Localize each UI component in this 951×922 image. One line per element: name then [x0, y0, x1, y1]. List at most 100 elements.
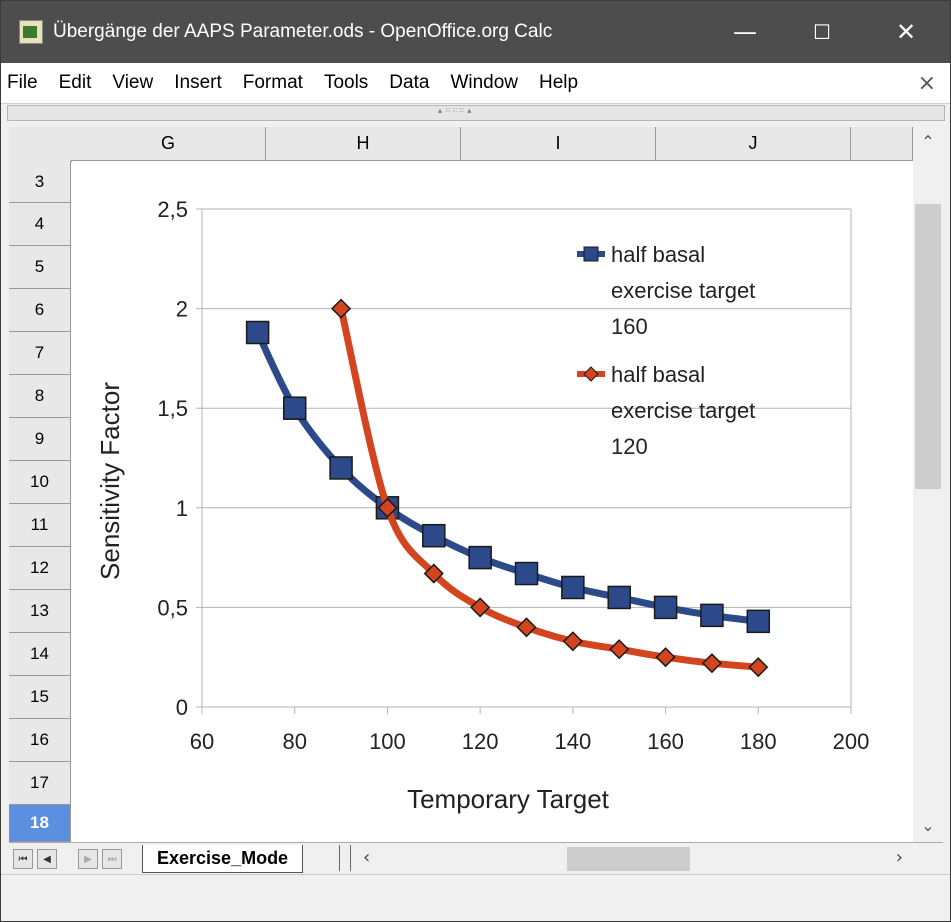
data-point-series-2: [331, 298, 352, 319]
column-header-k[interactable]: [851, 127, 913, 161]
row-header[interactable]: 5: [9, 246, 71, 289]
row-header[interactable]: 4: [9, 203, 71, 246]
data-point-series-2: [701, 653, 722, 674]
row-header[interactable]: 14: [9, 633, 71, 676]
horizontal-scrollbar[interactable]: ‹ ›: [359, 845, 911, 873]
data-point-series-1: [700, 603, 724, 628]
data-point-series-2: [655, 647, 676, 668]
data-point-series-1: [329, 456, 353, 480]
chart-series: [245, 298, 771, 678]
legend-label-2: 120: [611, 434, 648, 459]
y-tick-label: 2: [176, 297, 188, 322]
x-tick-label: 140: [554, 729, 591, 754]
prev-sheet-icon[interactable]: ◀: [37, 849, 57, 869]
scroll-up-icon[interactable]: ⌃: [921, 131, 935, 151]
column-header-g[interactable]: G: [71, 127, 266, 161]
status-bar: [1, 874, 950, 921]
menu-insert[interactable]: Insert: [174, 72, 222, 93]
menu-data[interactable]: Data: [389, 72, 430, 93]
row-header[interactable]: 13: [9, 590, 71, 633]
scroll-left-icon[interactable]: ‹: [363, 847, 371, 868]
legend-label-1: 160: [611, 314, 648, 339]
menu-edit[interactable]: Edit: [58, 72, 92, 93]
data-point-series-2: [423, 563, 444, 584]
minimize-button[interactable]: —: [733, 18, 757, 46]
data-point-series-2: [377, 497, 398, 518]
spreadsheet-grid[interactable]: G H I J 3 4 5 6 7 8 9 10 11 12 13 14 15 …: [9, 127, 913, 842]
menu-bar: File Edit View Insert Format Tools Data …: [1, 63, 950, 104]
last-sheet-icon[interactable]: ⏭: [102, 849, 122, 869]
y-tick-label: 0: [176, 695, 188, 720]
y-tick-label: 2,5: [157, 197, 188, 222]
row-header[interactable]: 8: [9, 375, 71, 418]
menu-tools[interactable]: Tools: [323, 72, 369, 93]
window-title: Übergänge der AAPS Parameter.ods - OpenO…: [53, 21, 553, 42]
first-sheet-icon[interactable]: ⏮: [13, 849, 33, 869]
vertical-scrollbar[interactable]: ⌃ ⌄: [913, 127, 943, 842]
row-header[interactable]: 10: [9, 461, 71, 504]
x-tick-label: 100: [369, 729, 406, 754]
legend-marker-1: [583, 246, 599, 262]
data-point-series-1: [561, 575, 585, 600]
tab-splitter[interactable]: [339, 845, 351, 871]
title-bar: Übergänge der AAPS Parameter.ods - OpenO…: [1, 1, 950, 63]
data-point-series-1: [468, 545, 492, 570]
legend-label-2: exercise target: [611, 398, 755, 423]
menu-window[interactable]: Window: [450, 72, 519, 93]
row-header[interactable]: 6: [9, 289, 71, 332]
x-tick-label: 200: [833, 729, 870, 754]
column-header-h[interactable]: H: [266, 127, 461, 161]
data-point-series-1: [245, 320, 270, 345]
menu-format[interactable]: Format: [242, 72, 303, 93]
chart[interactable]: 0 0,5 1 1,5 2 2,5 60 80 100 120 140 160 180 200 half …: [71, 161, 913, 842]
data-point-series-2: [748, 657, 769, 678]
scroll-right-icon[interactable]: ›: [895, 847, 903, 868]
toolbar-grip[interactable]: ▴ ⁙⁙⁙ ▴: [7, 105, 945, 121]
scroll-down-icon[interactable]: ⌄: [921, 815, 935, 835]
row-header[interactable]: 9: [9, 418, 71, 461]
next-sheet-icon[interactable]: ▶: [78, 849, 98, 869]
legend-label-1: exercise target: [611, 278, 755, 303]
data-point-series-1: [653, 595, 678, 620]
close-document-button[interactable]: ×: [917, 70, 936, 96]
row-header[interactable]: 16: [9, 719, 71, 762]
sheet-tab-exercise-mode[interactable]: Exercise_Mode: [142, 845, 304, 873]
legend-marker-2: [583, 366, 599, 382]
data-point-series-1: [514, 561, 539, 586]
close-button[interactable]: ✕: [895, 18, 917, 46]
data-point-series-2: [516, 617, 537, 638]
y-tick-label: 0,5: [157, 595, 188, 620]
select-all-corner[interactable]: [9, 127, 72, 162]
chart-legend: half basal exercise target 160 half basal ex…: [577, 242, 755, 459]
row-header[interactable]: 11: [9, 504, 71, 547]
maximize-button[interactable]: ☐: [813, 20, 831, 44]
data-point-series-2: [562, 631, 583, 652]
row-header[interactable]: 12: [9, 547, 71, 590]
x-tick-label: 160: [647, 729, 684, 754]
row-header[interactable]: 7: [9, 332, 71, 375]
vertical-scroll-thumb[interactable]: [915, 204, 941, 489]
sheet-tab-bar: ⏮ ◀ ▶ ⏭ Exercise_Mode ‹ ›: [9, 842, 943, 875]
data-point-series-1: [422, 523, 446, 548]
data-point-series-1: [282, 396, 307, 420]
chart-gridlines: [202, 208, 852, 708]
calc-app-icon: [19, 20, 43, 44]
legend-label-2: half basal: [611, 362, 705, 387]
row-header[interactable]: 15: [9, 676, 71, 719]
y-axis-label: Sensitivity Factor: [95, 382, 125, 580]
row-header-active[interactable]: 18: [9, 805, 71, 842]
horizontal-scroll-thumb[interactable]: [567, 847, 690, 871]
row-header[interactable]: 17: [9, 762, 71, 805]
x-axis-label: Temporary Target: [407, 784, 610, 814]
column-header-i[interactable]: I: [461, 127, 656, 161]
menu-help[interactable]: Help: [539, 72, 579, 93]
data-point-series-2: [609, 639, 630, 660]
y-tick-label: 1: [176, 496, 188, 521]
column-header-j[interactable]: J: [656, 127, 851, 161]
menu-file[interactable]: File: [7, 72, 38, 93]
row-header[interactable]: 3: [9, 161, 71, 203]
x-tick-label: 60: [190, 729, 214, 754]
menu-view[interactable]: View: [112, 72, 154, 93]
data-point-series-1: [746, 609, 771, 634]
